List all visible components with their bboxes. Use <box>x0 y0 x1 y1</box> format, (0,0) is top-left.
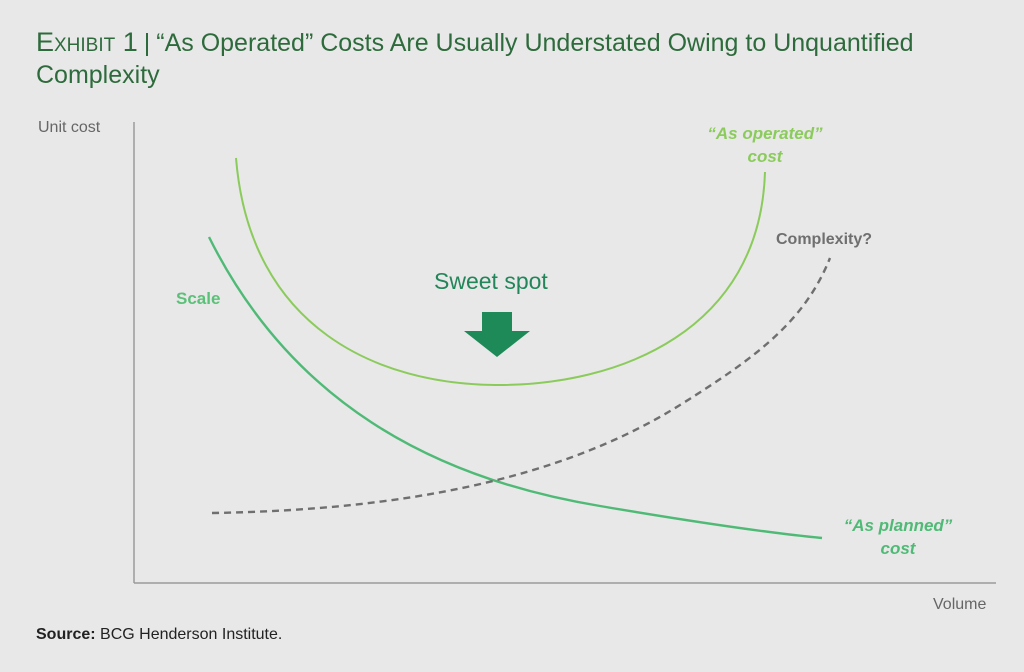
source-text: BCG Henderson Institute. <box>100 626 283 643</box>
complexity-label: Complexity? <box>776 231 873 248</box>
source-prefix: Source: <box>36 626 96 643</box>
title-separator: | <box>143 29 151 57</box>
as-operated-label-line1: “As operated” <box>707 124 823 143</box>
down-arrow-icon <box>464 312 530 357</box>
as-planned-label-line2: cost <box>880 539 916 558</box>
source-note: Source: BCG Henderson Institute. <box>36 626 282 644</box>
exhibit-title-text: “As Operated” Costs Are Usually Understa… <box>36 29 914 89</box>
exhibit-number: Exhibit 1 <box>36 27 138 57</box>
sweet-spot-label: Sweet spot <box>434 268 548 294</box>
as-planned-cost-curve <box>207 236 823 540</box>
y-axis-label: Unit cost <box>38 119 101 136</box>
complexity-curve <box>211 257 832 515</box>
x-axis-label: Volume <box>933 596 987 613</box>
as-planned-label-line1: “As planned” <box>843 516 953 535</box>
as-operated-label-line2: cost <box>747 147 783 166</box>
as-planned-label: “As planned” cost <box>832 514 964 560</box>
exhibit-title: Exhibit 1 | “As Operated” Costs Are Usuall… <box>36 26 996 91</box>
as-operated-cost-curve <box>235 157 766 387</box>
as-operated-label: “As operated” cost <box>700 122 830 168</box>
scale-label: Scale <box>176 289 221 308</box>
